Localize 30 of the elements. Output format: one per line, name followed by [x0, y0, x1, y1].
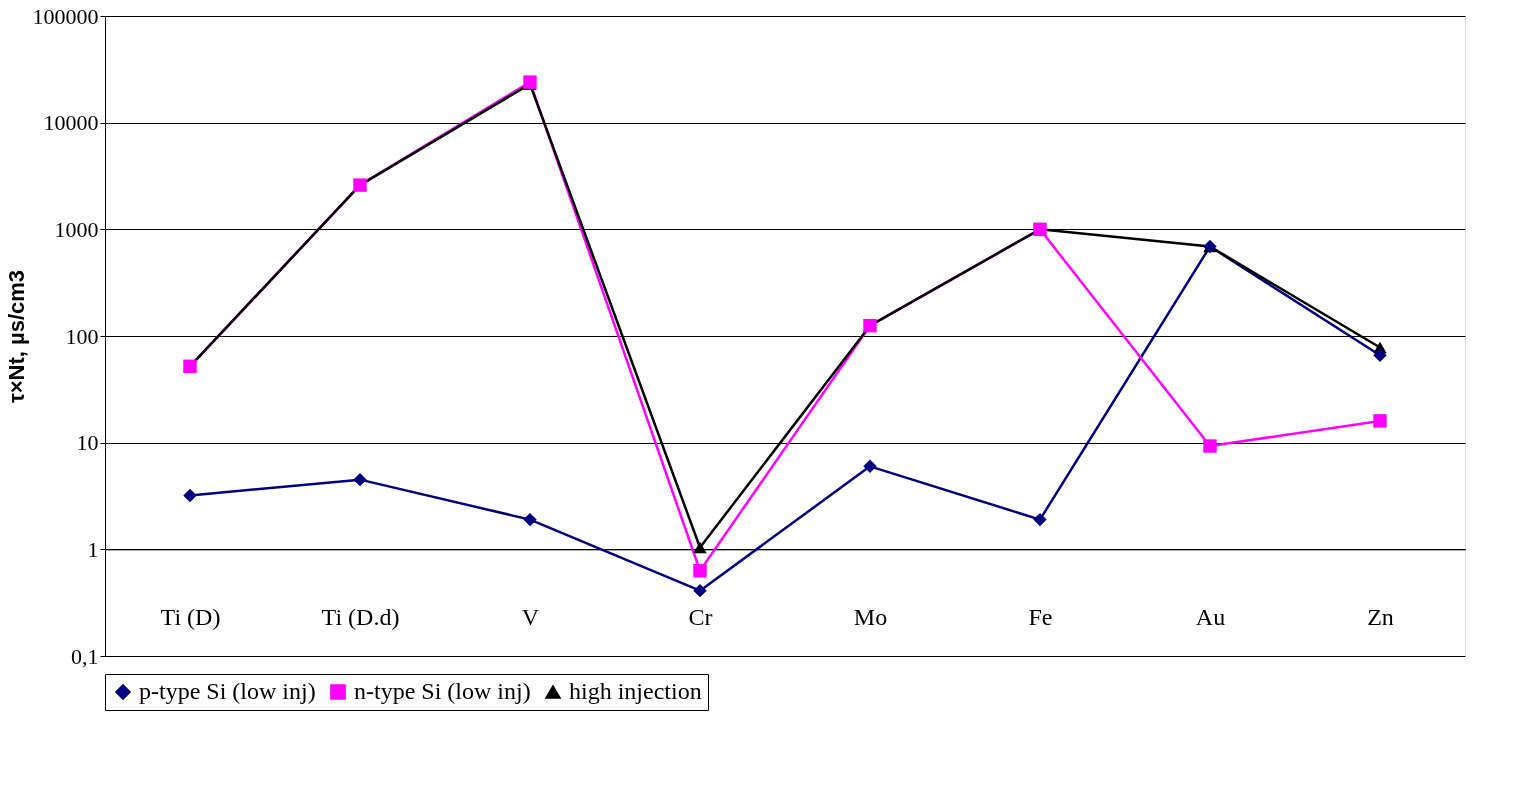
y-tick-label: 100	[65, 323, 99, 349]
x-tick-label: Ti (D.d)	[321, 603, 400, 630]
y-tick-label: 10000	[43, 110, 99, 136]
x-tick-label: Mo	[853, 603, 888, 630]
point	[1203, 439, 1217, 453]
y-axis-title: τ×Nt, µs/cm3	[3, 269, 29, 404]
point	[863, 459, 877, 474]
legend-label: high injection	[569, 678, 702, 704]
point	[693, 583, 707, 598]
legend-label: n-type Si (low inj)	[354, 678, 531, 704]
point	[353, 472, 367, 487]
legend-label: p-type Si (low inj)	[139, 678, 316, 704]
x-tick-label: Au	[1195, 603, 1226, 630]
y-tick-label: 0,1	[71, 643, 99, 669]
point	[523, 512, 537, 527]
point	[693, 541, 707, 554]
y-tick-label: 100000	[32, 3, 99, 29]
x-tick-label: V	[521, 603, 540, 630]
y-tick-label: 10	[76, 430, 99, 456]
x-tick-label: Fe	[1028, 603, 1053, 630]
point	[693, 564, 707, 578]
x-tick-label: Zn	[1367, 603, 1394, 630]
x-tick-label: Ti (D)	[160, 603, 221, 630]
point	[183, 488, 197, 503]
point	[1373, 414, 1387, 428]
point	[1373, 348, 1387, 362]
point	[1033, 512, 1047, 527]
y-tick-label: 1000	[54, 216, 99, 242]
y-tick-label: 1	[87, 536, 99, 562]
x-tick-label: Cr	[688, 603, 713, 630]
